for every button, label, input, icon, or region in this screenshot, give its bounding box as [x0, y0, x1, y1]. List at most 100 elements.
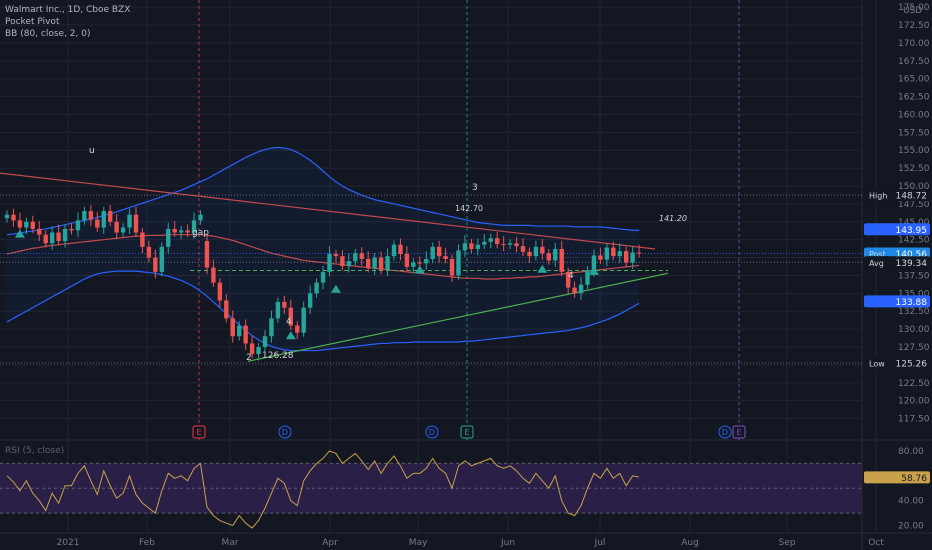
symbol-title[interactable]: Walmart Inc., 1D, Cboe BZX	[5, 5, 131, 15]
candle-body	[540, 246, 545, 254]
bollinger-lower-band	[6, 270, 640, 352]
level-high-tag-label: High	[869, 192, 887, 201]
candle-body	[449, 258, 455, 276]
price-axis-tick: 122.50	[898, 379, 930, 389]
price-axis-tick: 132.50	[898, 307, 930, 317]
candle-body	[565, 271, 571, 288]
candle-body	[366, 258, 371, 269]
candle-body	[37, 228, 42, 235]
candle-body	[307, 293, 313, 308]
level-low-value: 125.26	[896, 360, 928, 370]
chart-legend: Walmart Inc., 1D, Cboe BZX Pocket Pivot …	[5, 4, 130, 40]
chart-annotation: 2	[246, 353, 252, 363]
candle-body	[378, 257, 384, 270]
candle-body	[430, 246, 435, 259]
price-axis-tick: 135.00	[898, 289, 930, 299]
event-marker-label: D	[722, 428, 728, 437]
price-axis-tick: 175.00	[898, 3, 930, 13]
level-low-tag	[866, 357, 892, 370]
candle-body	[520, 246, 526, 252]
time-axis-label: Feb	[139, 538, 155, 548]
candle-body	[353, 253, 358, 262]
candle-body	[153, 257, 158, 272]
candle-body	[482, 241, 487, 245]
candle-body	[436, 246, 442, 257]
candle-body	[514, 243, 519, 247]
candle-body	[146, 246, 152, 258]
event-marker-label: E	[196, 428, 201, 437]
price-axis-tick: 127.50	[898, 343, 930, 353]
candle-body	[546, 253, 551, 261]
level-avg-value: 139.34	[896, 259, 928, 269]
candle-body	[256, 346, 261, 355]
chart-annotation: gap	[192, 228, 209, 238]
time-axis-label: 2021	[57, 538, 80, 548]
candle-body	[288, 307, 293, 326]
candle-body	[553, 248, 558, 261]
candle-body	[166, 228, 171, 247]
rsi-axis-tick: 80.00	[898, 447, 924, 457]
candle-body	[108, 211, 113, 222]
pocket-pivot-marker	[285, 331, 296, 340]
price-axis-tick: 167.50	[898, 57, 930, 67]
candle-body	[333, 253, 339, 257]
level-post-value: 140.56	[896, 250, 928, 260]
price-axis-tick: 142.50	[898, 236, 930, 246]
price-axis-tick: 172.50	[898, 21, 930, 31]
dividend-event-marker	[718, 425, 732, 439]
price-axis-tick: 147.50	[898, 200, 930, 210]
candle-body	[488, 238, 493, 242]
candle-body	[624, 251, 629, 263]
price-axis-tick: 160.00	[898, 110, 930, 120]
candle-body	[617, 251, 622, 257]
rsi-band-fill	[0, 463, 862, 514]
bollinger-band-fill	[7, 147, 640, 351]
candle-body	[578, 284, 584, 294]
candle-body	[172, 228, 177, 233]
price-axis-tick: 117.50	[898, 415, 930, 425]
candle-body	[224, 300, 229, 319]
candle-body	[469, 243, 474, 249]
candle-body	[230, 318, 235, 337]
candle-body	[630, 252, 635, 263]
candle-body	[82, 211, 87, 221]
price-axis-tick: 162.50	[898, 93, 930, 103]
candle-body	[56, 232, 61, 242]
candle-body	[211, 267, 216, 283]
time-axis-label: Jul	[594, 538, 606, 548]
rsi-axis-tick: 40.00	[898, 497, 924, 507]
candle-body	[275, 301, 281, 319]
candle-body	[443, 256, 448, 259]
candle-body	[249, 343, 255, 355]
earnings-event-marker	[732, 425, 746, 439]
time-axis-label: Oct	[868, 538, 884, 548]
time-axis-label: Apr	[322, 538, 338, 548]
chart-annotation: 141.20	[659, 214, 687, 223]
bollinger-bands-indicator-label[interactable]: BB (80, close, 2, 0)	[5, 29, 91, 39]
event-marker-label: E	[736, 428, 741, 437]
candle-body	[598, 255, 603, 260]
price-axis-tick: 155.00	[898, 146, 930, 156]
candle-body	[527, 251, 532, 257]
candle-body	[424, 258, 429, 264]
price-axis-tick: 145.00	[898, 218, 930, 228]
candle-body	[507, 243, 513, 245]
candle-body	[30, 221, 35, 229]
candle-body	[243, 325, 248, 344]
candle-body	[533, 246, 539, 257]
candle-body	[391, 244, 397, 257]
candle-body	[417, 262, 422, 264]
price-axis-tick: 137.50	[898, 271, 930, 281]
pocket-pivot-indicator-label[interactable]: Pocket Pivot	[5, 17, 60, 27]
candle-body	[269, 318, 274, 337]
rsi-legend[interactable]: RSI (5, close)	[5, 446, 65, 456]
level-avg-tag-label: Avg	[869, 259, 884, 268]
price-axis-tick: 152.50	[898, 164, 930, 174]
candle-body	[372, 257, 377, 269]
candle-body	[585, 270, 590, 285]
candle-body	[217, 282, 223, 301]
candle-body	[237, 325, 242, 337]
lower-trendline	[247, 272, 669, 362]
pocket-pivot-marker	[14, 229, 25, 238]
